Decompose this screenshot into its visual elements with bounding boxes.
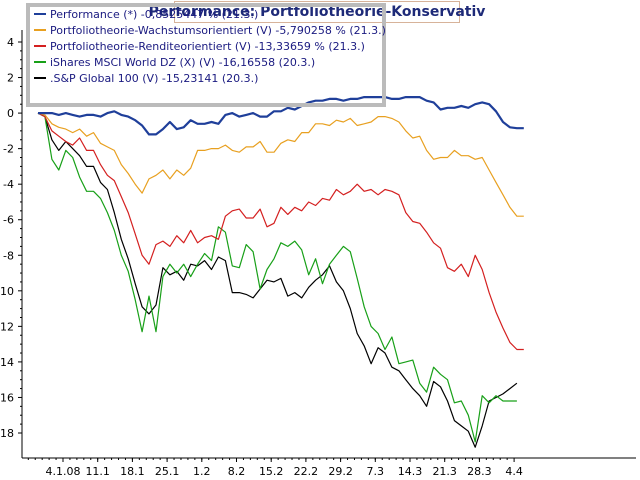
y-tick-label: -2 bbox=[3, 143, 14, 156]
x-tick-label: 21.3 bbox=[432, 465, 457, 478]
x-tick-label: 22.2 bbox=[294, 465, 319, 478]
series-line-0 bbox=[38, 95, 524, 136]
legend-label: Portfoliotheorie-Renditeorientiert (V) -… bbox=[50, 40, 365, 53]
x-tick-label: 11.1 bbox=[85, 465, 110, 478]
legend-label: iShares MSCI World DZ (X) (V) -16,16558 … bbox=[50, 56, 315, 69]
y-tick-label: -8 bbox=[3, 249, 14, 262]
series-layer bbox=[37, 95, 524, 448]
x-tick-label: 14.3 bbox=[398, 465, 423, 478]
y-tick-label: -14 bbox=[0, 356, 14, 369]
legend-label: Portfoliotheorie-Wachstumsorientiert (V)… bbox=[50, 24, 386, 37]
x-tick-label: 25.1 bbox=[155, 465, 180, 478]
x-tick-label: 1.2 bbox=[193, 465, 211, 478]
y-tick-label: 2 bbox=[7, 72, 14, 85]
x-tick-label: 28.3 bbox=[467, 465, 492, 478]
axes: 4 2 0 -2 -4 -6 -8 -10 -12 -14 -16 -18 4.1.08 11.1 18.1… bbox=[0, 30, 636, 478]
x-tick-label: 8.2 bbox=[228, 465, 246, 478]
y-tick-label: -12 bbox=[0, 320, 14, 333]
y-tick-label: 0 bbox=[7, 107, 14, 120]
y-tick-label: -16 bbox=[0, 391, 14, 404]
legend: Performance (*) -0,8525447 % (21.3.) Port… bbox=[26, 3, 386, 107]
series-line-1 bbox=[37, 112, 524, 217]
x-tick-label: 29.2 bbox=[328, 465, 353, 478]
series-line-2 bbox=[37, 112, 524, 351]
y-tick-label: 4 bbox=[7, 36, 14, 49]
y-tick-label: -6 bbox=[3, 214, 14, 227]
y-tick-label: -4 bbox=[3, 178, 14, 191]
x-tick-label: 4.4 bbox=[505, 465, 523, 478]
x-tick-label: 7.3 bbox=[367, 465, 385, 478]
x-tick-label: 4.1.08 bbox=[46, 465, 81, 478]
y-tick-label: -18 bbox=[0, 427, 14, 440]
x-tick-label: 15.2 bbox=[259, 465, 284, 478]
chart-title: Performance: Portfoliotheorie-Konservati… bbox=[148, 4, 486, 20]
y-tick-label: -10 bbox=[0, 285, 14, 298]
legend-label: .S&P Global 100 (V) -15,23141 (20.3.) bbox=[50, 72, 258, 85]
legend-label: Performance (*) -0,8525447 % (21.3.) bbox=[50, 8, 258, 21]
legend-frame bbox=[26, 3, 386, 107]
series-line-3 bbox=[37, 112, 517, 443]
series-line-4 bbox=[37, 112, 518, 448]
x-tick-label: 18.1 bbox=[120, 465, 145, 478]
